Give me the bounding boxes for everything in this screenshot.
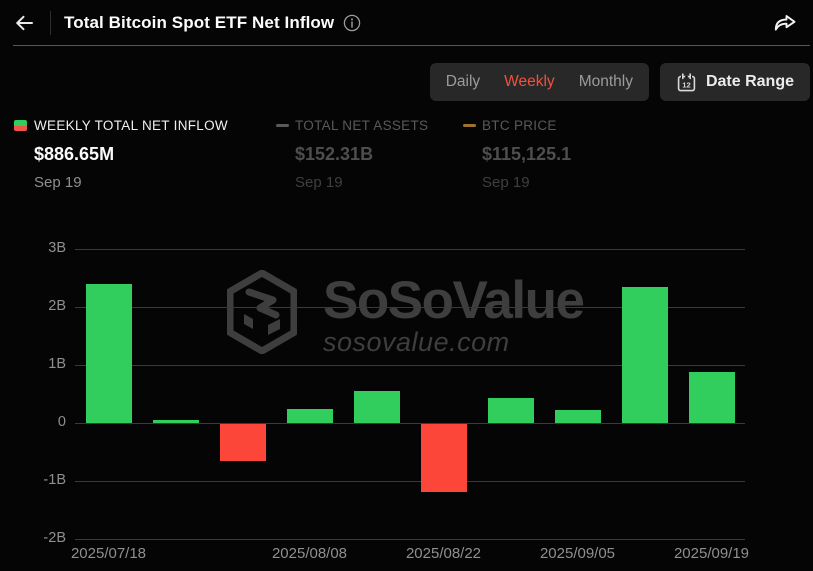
legend-series-toggle[interactable]: TOTAL NET ASSETS <box>295 117 428 133</box>
back-button[interactable] <box>12 11 36 35</box>
x-axis-label: 2025/08/08 <box>271 545 348 562</box>
inflow-bar-2025-07-25[interactable] <box>152 419 199 423</box>
legend-weekly-net-inflow: WEEKLY TOTAL NET INFLOW $886.65M Sep 19 <box>14 117 228 191</box>
legend-btc-price: BTC PRICE $115,125.1 Sep 19 <box>463 117 571 191</box>
sosovalue-watermark: SoSoValue sosovalue.com <box>227 270 585 357</box>
x-axis-label: 2025/09/19 <box>673 545 750 562</box>
series-date: Sep 19 <box>295 174 343 191</box>
watermark-domain: sosovalue.com <box>323 327 510 357</box>
x-axis-label: 2025/07/18 <box>70 545 147 562</box>
inflow-bar-2025-08-29[interactable] <box>487 397 534 423</box>
y-axis-label: 2B <box>48 298 66 314</box>
series-date: Sep 19 <box>482 174 530 191</box>
gray-dash-swatch-icon <box>276 124 289 127</box>
x-axis-label: 2025/09/05 <box>539 545 616 562</box>
y-axis-label: 0 <box>57 414 66 430</box>
series-date: Sep 19 <box>34 174 82 191</box>
inflow-bar-2025-08-01[interactable] <box>219 424 266 462</box>
inflow-bar-2025-07-18[interactable] <box>85 284 132 423</box>
y-axis-label: 1B <box>48 356 66 372</box>
x-axis-label: 2025/08/22 <box>405 545 482 562</box>
gridline <box>75 539 745 540</box>
tab-monthly[interactable]: Monthly <box>578 73 633 90</box>
watermark-brand: SoSoValue <box>323 271 585 330</box>
sosovalue-logo-icon <box>227 270 297 354</box>
tab-weekly[interactable]: Weekly <box>504 73 555 90</box>
date-range-button[interactable]: 12 Date Range <box>659 63 810 101</box>
info-circle-icon <box>344 14 361 32</box>
y-axis-label: 3B <box>48 240 66 256</box>
inflow-bar-2025-09-12[interactable] <box>621 287 668 423</box>
period-tab-group: Daily Weekly Monthly <box>429 63 649 101</box>
series-value: $152.31B <box>295 144 374 164</box>
y-axis-label: -1B <box>43 472 66 488</box>
series-name: BTC PRICE <box>482 117 557 133</box>
share-button[interactable] <box>771 11 799 35</box>
gridline <box>75 365 745 366</box>
gridline <box>75 249 745 250</box>
green-red-swatch-icon <box>14 120 27 131</box>
series-value: $115,125.1 <box>482 144 572 164</box>
gridline <box>75 423 745 424</box>
page-title: Total Bitcoin Spot ETF Net Inflow <box>64 13 335 32</box>
info-button[interactable] <box>343 14 361 32</box>
tab-daily[interactable]: Daily <box>445 73 481 90</box>
legend-series-toggle[interactable]: BTC PRICE <box>482 117 557 133</box>
calendar-icon: 12 <box>677 72 696 91</box>
inflow-bar-2025-08-08[interactable] <box>286 409 333 423</box>
header-divider <box>50 11 51 35</box>
series-name: TOTAL NET ASSETS <box>295 117 429 133</box>
series-value: $886.65M <box>34 144 115 164</box>
y-axis-label: -2B <box>43 530 66 546</box>
legend-total-net-assets: TOTAL NET ASSETS $152.31B Sep 19 <box>276 117 428 191</box>
chart-controls: Daily Weekly Monthly 12 Date Range <box>429 63 810 101</box>
inflow-bar-2025-08-22[interactable] <box>420 424 467 493</box>
legend-series-toggle[interactable]: WEEKLY TOTAL NET INFLOW <box>34 117 228 133</box>
gridline <box>75 481 745 482</box>
inflow-bar-2025-09-05[interactable] <box>554 409 601 423</box>
inflow-bar-2025-09-19[interactable] <box>688 371 735 423</box>
arrow-left-icon <box>16 15 33 31</box>
amber-dash-swatch-icon <box>463 124 476 127</box>
inflow-bar-2025-08-15[interactable] <box>353 391 400 423</box>
header-bar: Total Bitcoin Spot ETF Net Inflow <box>0 0 813 46</box>
svg-text:12: 12 <box>682 80 690 89</box>
series-name: WEEKLY TOTAL NET INFLOW <box>34 117 228 133</box>
share-forward-icon <box>774 15 796 31</box>
gridline <box>75 307 745 308</box>
date-range-label: Date Range <box>705 73 794 90</box>
